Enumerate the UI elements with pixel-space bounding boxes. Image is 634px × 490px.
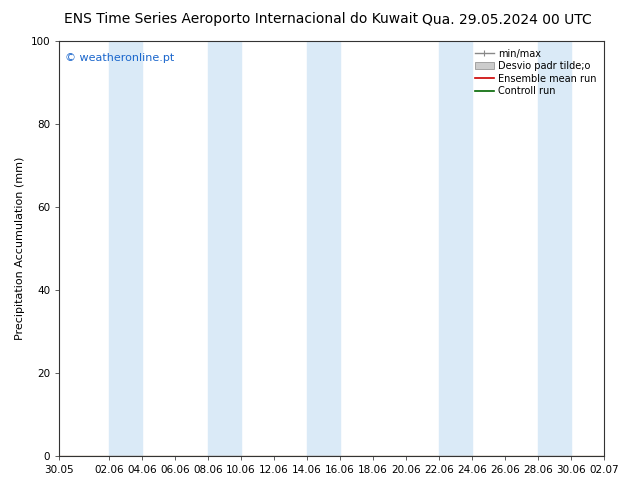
Bar: [307, 41, 340, 456]
Text: Qua. 29.05.2024 00 UTC: Qua. 29.05.2024 00 UTC: [422, 12, 592, 26]
Bar: [439, 41, 472, 456]
Text: ENS Time Series Aeroporto Internacional do Kuwait: ENS Time Series Aeroporto Internacional …: [64, 12, 418, 26]
Legend: min/max, Desvio padr tilde;o, Ensemble mean run, Controll run: min/max, Desvio padr tilde;o, Ensemble m…: [472, 46, 599, 99]
Bar: [109, 41, 142, 456]
Text: © weatheronline.pt: © weatheronline.pt: [65, 53, 174, 64]
Bar: [538, 41, 571, 456]
Bar: [208, 41, 241, 456]
Y-axis label: Precipitation Accumulation (mm): Precipitation Accumulation (mm): [15, 157, 25, 340]
